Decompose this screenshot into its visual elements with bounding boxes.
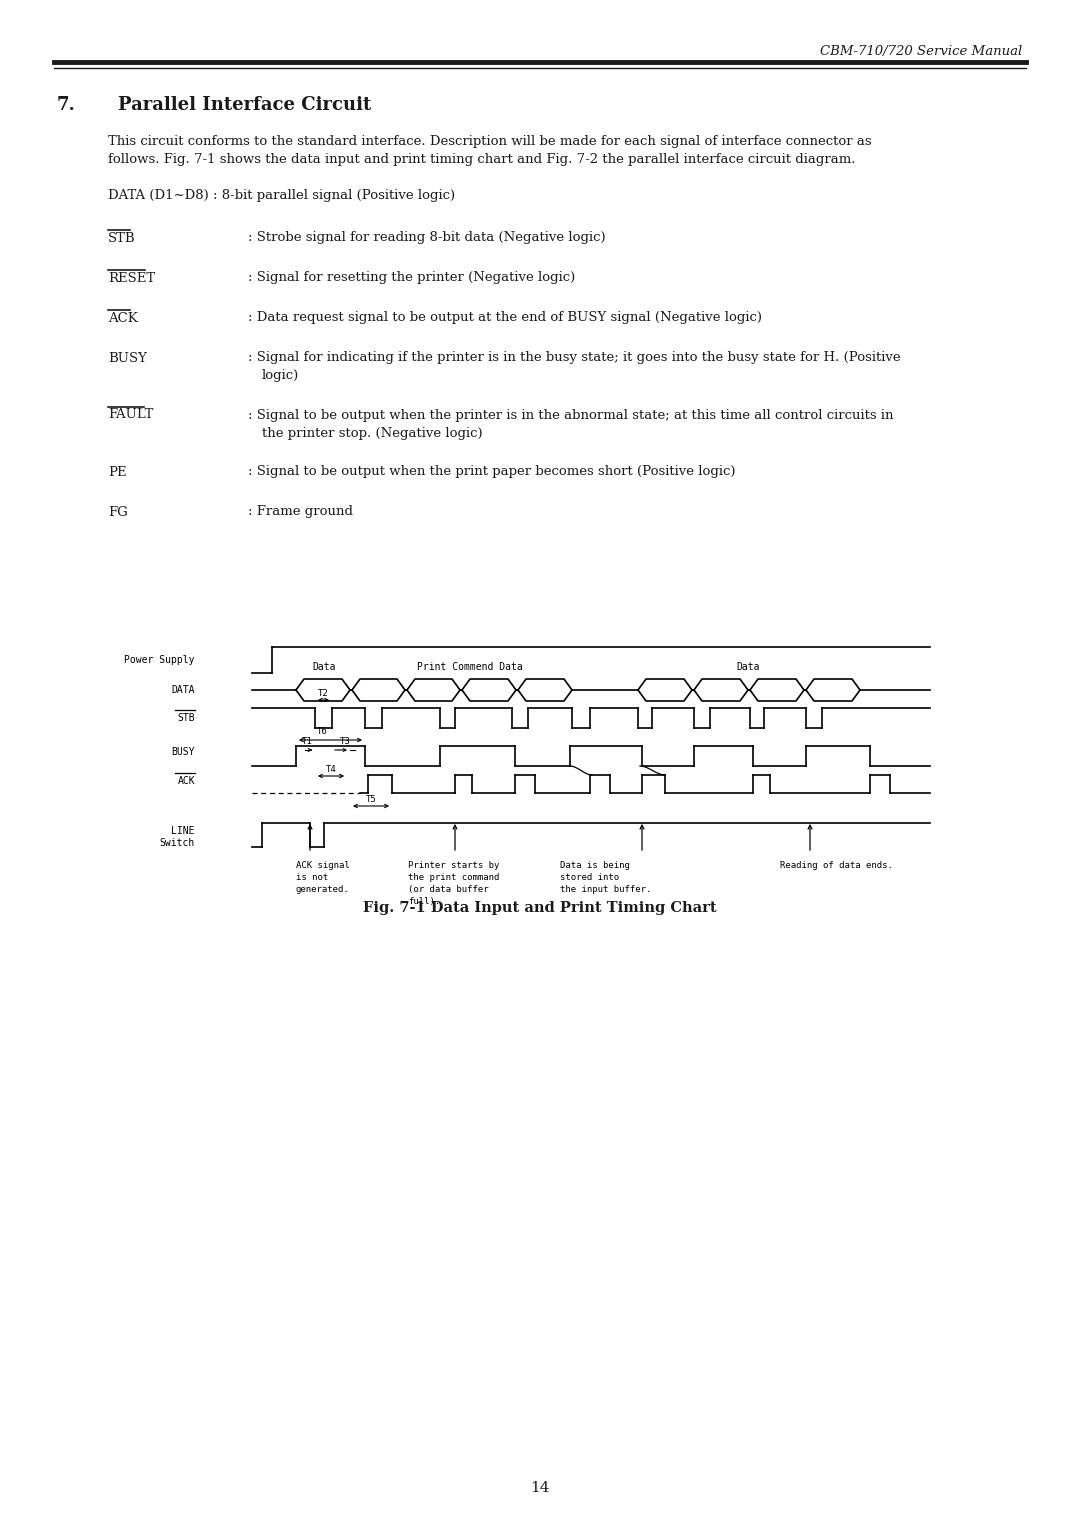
Text: FG: FG xyxy=(108,506,127,518)
Text: STB: STB xyxy=(108,232,136,244)
Text: logic): logic) xyxy=(262,370,299,382)
Text: 14: 14 xyxy=(530,1481,550,1494)
Text: the input buffer.: the input buffer. xyxy=(561,885,651,894)
Text: : Signal to be output when the print paper becomes short (Positive logic): : Signal to be output when the print pap… xyxy=(248,466,735,478)
Text: : Signal for indicating if the printer is in the busy state; it goes into the bu: : Signal for indicating if the printer i… xyxy=(248,351,901,365)
Text: RESET: RESET xyxy=(108,272,156,284)
Text: Print Commend Data: Print Commend Data xyxy=(417,662,523,672)
Text: BUSY: BUSY xyxy=(172,747,195,756)
Text: Data is being: Data is being xyxy=(561,860,630,869)
Text: generated.: generated. xyxy=(296,885,350,894)
Text: stored into: stored into xyxy=(561,872,619,882)
Text: Reading of data ends.: Reading of data ends. xyxy=(780,860,893,869)
Text: is not: is not xyxy=(296,872,328,882)
Text: Power Supply: Power Supply xyxy=(124,656,195,665)
Text: DATA: DATA xyxy=(172,685,195,695)
Text: the print command: the print command xyxy=(408,872,499,882)
Text: LINE: LINE xyxy=(172,827,195,836)
Text: T3: T3 xyxy=(339,738,350,747)
Text: ACK: ACK xyxy=(108,312,138,324)
Text: T1: T1 xyxy=(301,738,312,747)
Text: : Signal to be output when the printer is in the abnormal state; at this time al: : Signal to be output when the printer i… xyxy=(248,408,893,422)
Text: 7.: 7. xyxy=(57,96,76,115)
Text: (or data buffer: (or data buffer xyxy=(408,885,488,894)
Text: ACK: ACK xyxy=(177,776,195,785)
Text: This circuit conforms to the standard interface. Description will be made for ea: This circuit conforms to the standard in… xyxy=(108,136,872,148)
Text: : Signal for resetting the printer (Negative logic): : Signal for resetting the printer (Nega… xyxy=(248,272,576,284)
Text: : Frame ground: : Frame ground xyxy=(248,506,353,518)
Text: DATA (D1∼D8) : 8-bit parallel signal (Positive logic): DATA (D1∼D8) : 8-bit parallel signal (Po… xyxy=(108,188,455,202)
Text: Parallel Interface Circuit: Parallel Interface Circuit xyxy=(118,96,372,115)
Text: STB: STB xyxy=(177,714,195,723)
Text: T2: T2 xyxy=(319,689,329,697)
Text: the printer stop. (Negative logic): the printer stop. (Negative logic) xyxy=(262,426,483,440)
Text: Data: Data xyxy=(737,662,759,672)
Text: : Data request signal to be output at the end of BUSY signal (Negative logic): : Data request signal to be output at th… xyxy=(248,312,762,324)
Text: T4: T4 xyxy=(326,764,336,773)
Text: : Strobe signal for reading 8-bit data (Negative logic): : Strobe signal for reading 8-bit data (… xyxy=(248,232,606,244)
Text: PE: PE xyxy=(108,466,126,478)
Text: Switch: Switch xyxy=(160,837,195,848)
Text: ACK signal: ACK signal xyxy=(296,860,350,869)
Text: T6: T6 xyxy=(318,727,328,736)
Text: full).: full). xyxy=(408,897,441,906)
Text: Printer starts by: Printer starts by xyxy=(408,860,499,869)
Text: FAULT: FAULT xyxy=(108,408,153,422)
Text: T5: T5 xyxy=(366,795,376,804)
Text: follows. Fig. 7-1 shows the data input and print timing chart and Fig. 7-2 the p: follows. Fig. 7-1 shows the data input a… xyxy=(108,153,855,167)
Text: BUSY: BUSY xyxy=(108,351,147,365)
Text: Fig. 7-1 Data Input and Print Timing Chart: Fig. 7-1 Data Input and Print Timing Cha… xyxy=(363,902,717,915)
Text: CBM-710/720 Service Manual: CBM-710/720 Service Manual xyxy=(820,46,1022,58)
Text: Data: Data xyxy=(312,662,336,672)
